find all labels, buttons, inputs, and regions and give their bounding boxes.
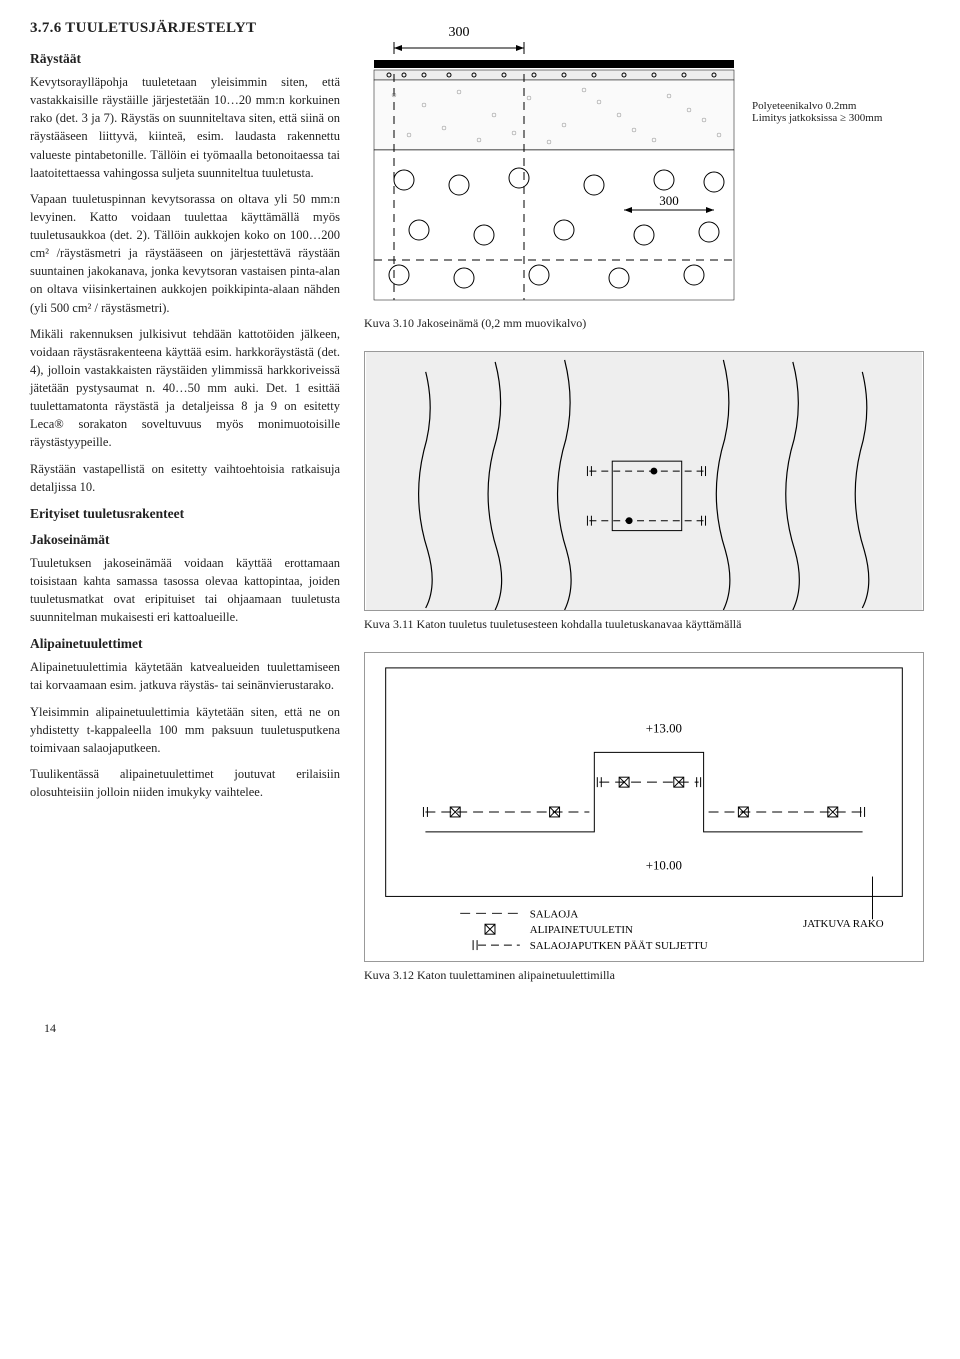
para-3: Mikäli rakennuksen julkisivut tehdään ka…	[30, 325, 340, 452]
fig-3-10-wrap: 300	[364, 20, 930, 310]
page-number: 14	[30, 1021, 930, 1036]
para-8: Tuulikentässä alipainetuulettimet joutuv…	[30, 765, 340, 801]
fig-3-11	[364, 351, 924, 611]
subheading-jakoseinamat: Jakoseinämät	[30, 532, 340, 548]
level-bottom: +10.00	[646, 858, 682, 873]
para-6: Alipainetuulettimia käytetään katvealuei…	[30, 658, 340, 694]
fig310-label1: Polyeteenikalvo 0.2mm	[752, 100, 882, 112]
legend-salaoja: SALAOJA	[530, 908, 579, 920]
subheading-alipaine: Alipainetuulettimet	[30, 636, 340, 652]
para-1: Kevytsoraylläpohja tuuletetaan yleisimmi…	[30, 73, 340, 182]
para-5: Tuuletuksen jakoseinämää voidaan käyttää…	[30, 554, 340, 627]
dim-300-top: 300	[449, 25, 470, 40]
fig-3-10-caption: Kuva 3.10 Jakoseinämä (0,2 mm muovikalvo…	[364, 316, 930, 331]
fig-3-12-caption: Kuva 3.12 Katon tuulettaminen alipainetu…	[364, 968, 930, 983]
para-2: Vapaan tuuletuspinnan kevytsorassa on ol…	[30, 190, 340, 317]
subheading-raystaat: Räystäät	[30, 51, 340, 67]
fig-3-10: 300	[364, 20, 744, 310]
subheading-erityiset: Erityiset tuuletusrakenteet	[30, 506, 340, 522]
section-heading: 3.7.6 TUULETUSJÄRJESTELYT	[30, 20, 340, 37]
para-7: Yleisimmin alipainetuulettimia käytetään…	[30, 703, 340, 757]
fig-3-12: +13.00 +10.00	[364, 652, 924, 962]
fig-3-11-caption: Kuva 3.11 Katon tuuletus tuuletusesteen …	[364, 617, 930, 632]
legend-jatkuva: JATKUVA RAKO	[803, 918, 884, 930]
level-top: +13.00	[646, 720, 682, 735]
para-4: Räystään vastapellistä on esitetty vaiht…	[30, 460, 340, 496]
legend-alipaine: ALIPAINETUULETIN	[530, 924, 633, 936]
fig310-label2: Limitys jatkoksissa ≥ 300mm	[752, 112, 882, 124]
legend-suljettu: SALAOJAPUTKEN PÄÄT SULJETTU	[530, 940, 708, 952]
dim-300-mid: 300	[659, 193, 679, 208]
